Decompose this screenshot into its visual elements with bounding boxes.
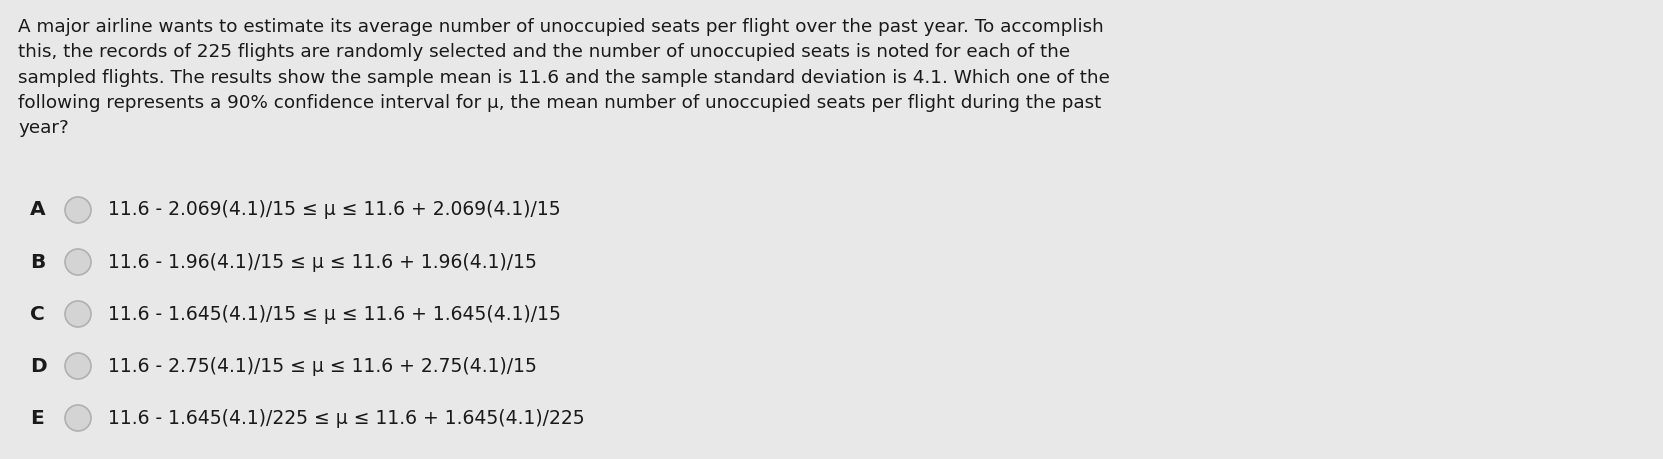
Text: D: D bbox=[30, 357, 47, 375]
Text: B: B bbox=[30, 252, 45, 272]
Text: 11.6 - 2.069(4.1)/15 ≤ μ ≤ 11.6 + 2.069(4.1)/15: 11.6 - 2.069(4.1)/15 ≤ μ ≤ 11.6 + 2.069(… bbox=[108, 201, 560, 219]
Text: 11.6 - 1.645(4.1)/225 ≤ μ ≤ 11.6 + 1.645(4.1)/225: 11.6 - 1.645(4.1)/225 ≤ μ ≤ 11.6 + 1.645… bbox=[108, 409, 585, 427]
Ellipse shape bbox=[65, 197, 91, 223]
Text: E: E bbox=[30, 409, 43, 427]
Text: 11.6 - 1.96(4.1)/15 ≤ μ ≤ 11.6 + 1.96(4.1)/15: 11.6 - 1.96(4.1)/15 ≤ μ ≤ 11.6 + 1.96(4.… bbox=[108, 252, 537, 272]
Ellipse shape bbox=[65, 353, 91, 379]
Text: 11.6 - 1.645(4.1)/15 ≤ μ ≤ 11.6 + 1.645(4.1)/15: 11.6 - 1.645(4.1)/15 ≤ μ ≤ 11.6 + 1.645(… bbox=[108, 304, 560, 324]
Text: A major airline wants to estimate its average number of unoccupied seats per fli: A major airline wants to estimate its av… bbox=[18, 18, 1109, 137]
Text: C: C bbox=[30, 304, 45, 324]
Text: A: A bbox=[30, 201, 45, 219]
Text: 11.6 - 2.75(4.1)/15 ≤ μ ≤ 11.6 + 2.75(4.1)/15: 11.6 - 2.75(4.1)/15 ≤ μ ≤ 11.6 + 2.75(4.… bbox=[108, 357, 537, 375]
Ellipse shape bbox=[65, 405, 91, 431]
Ellipse shape bbox=[65, 249, 91, 275]
Ellipse shape bbox=[65, 301, 91, 327]
